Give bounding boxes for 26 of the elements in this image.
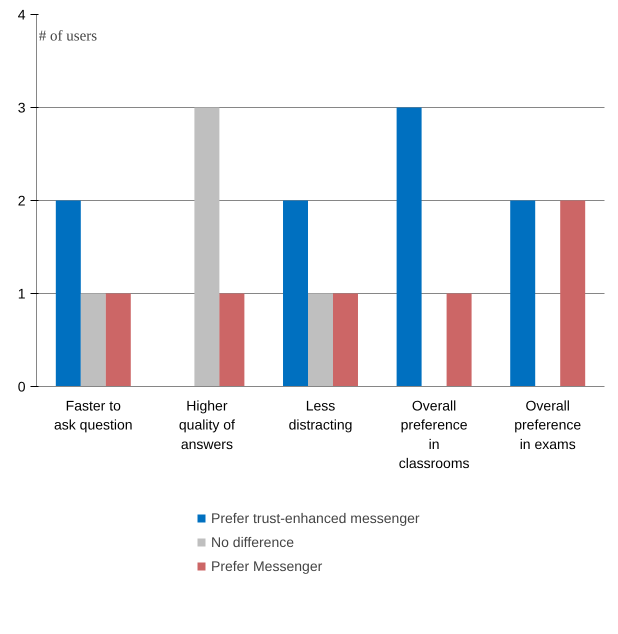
legend-label: Prefer Messenger xyxy=(211,558,322,574)
bar xyxy=(332,294,358,386)
bar xyxy=(308,294,333,386)
bar xyxy=(80,294,106,386)
x-tick-label: Higher quality of answers xyxy=(178,398,236,452)
bar xyxy=(283,200,308,386)
y-axis-title: # of users xyxy=(38,28,98,44)
y-tick-label: 1 xyxy=(18,286,26,302)
x-tick-label: Overall preference in classrooms xyxy=(398,398,470,472)
y-tick-label: 3 xyxy=(18,100,26,116)
legend-label: No difference xyxy=(211,534,294,550)
x-tick-label: Less distracting xyxy=(288,398,352,433)
y-tick-label: 0 xyxy=(18,378,26,394)
bar xyxy=(219,294,244,386)
bar xyxy=(56,200,81,386)
y-tick-label: 2 xyxy=(18,192,26,208)
x-tick-label: Faster to ask question xyxy=(54,398,133,433)
legend-label: Prefer trust-enhanced messenger xyxy=(211,510,420,526)
bar xyxy=(446,294,472,386)
bar xyxy=(560,200,586,386)
bar xyxy=(396,108,422,386)
x-tick-label: Overall preference in exams xyxy=(514,398,582,452)
bar xyxy=(194,108,220,386)
y-tick-label: 4 xyxy=(18,6,26,22)
bar xyxy=(510,200,536,386)
bar xyxy=(106,294,131,386)
